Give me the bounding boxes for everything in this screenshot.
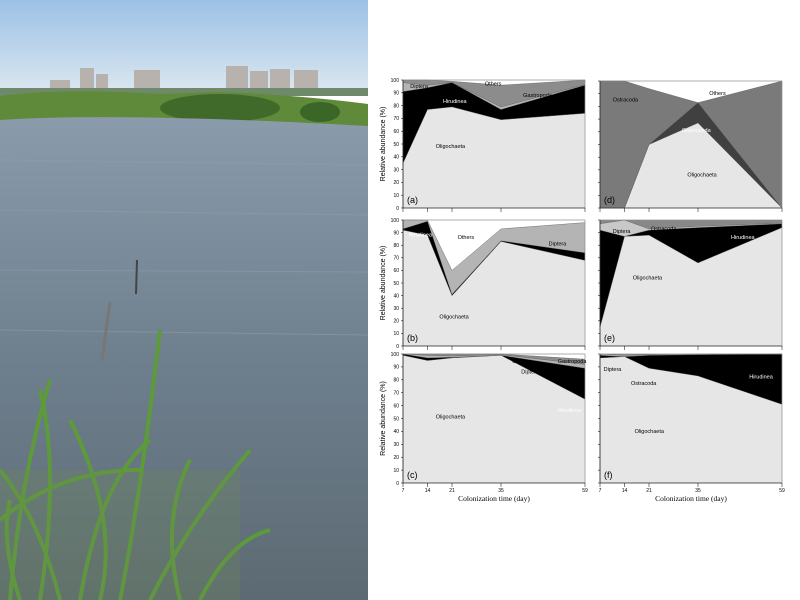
- y-tick-label: 100: [391, 78, 400, 84]
- series-label-hirudinea: Hirudinea: [408, 233, 432, 239]
- x-tick-label: 14: [622, 488, 628, 494]
- panel-e: (e) Oligochaeta Hirudinea Diptera Ostracoda: [598, 219, 783, 350]
- y-tick-label: 70: [393, 256, 399, 262]
- y-tick-label: 20: [393, 180, 399, 186]
- x-tick-label: 59: [582, 488, 588, 494]
- y-tick-label: 10: [393, 468, 399, 474]
- x-tick-label: 35: [498, 488, 504, 494]
- y-tick-label: 30: [393, 306, 399, 312]
- y-tick-label: 80: [393, 103, 399, 109]
- series-label-hirudinea: Hirudinea: [749, 375, 773, 381]
- y-tick-label: 0: [396, 206, 399, 212]
- series-label-oligochaeta: Oligochaeta: [436, 415, 466, 421]
- series-label-diptera: Diptera: [410, 84, 429, 90]
- y-tick-label: 10: [393, 331, 399, 337]
- pond-photo: [0, 0, 368, 600]
- y-tick-label: 50: [393, 281, 399, 287]
- y-tick-label: 60: [393, 268, 399, 274]
- series-label-hirudinea: Hirudinea: [558, 408, 582, 414]
- series-label-hirudinea: Hirudinea: [731, 235, 755, 241]
- series-label-oligochaeta: Oligochaeta: [436, 144, 466, 150]
- y-axis-title: Relative abundance (%): [380, 381, 387, 456]
- series-label-diptera: Diptera: [521, 369, 540, 375]
- y-tick-label: 90: [393, 230, 399, 236]
- series-label-oligochaeta: Oligochaeta: [687, 172, 717, 178]
- panel-a: 0 10 20 30 40 50 60 70 80 90 100 Relative abundance…: [380, 78, 586, 212]
- panel-label: (b): [407, 333, 418, 343]
- panel-b: 0 10 20 30 40 50 60 70 80 90 100 Relative abundance…: [380, 218, 586, 350]
- x-tick-label: 7: [402, 488, 405, 494]
- y-tick-label: 30: [393, 167, 399, 173]
- y-tick-label: 0: [396, 344, 399, 350]
- y-tick-label: 60: [393, 403, 399, 409]
- panel-d: (d) Oligochaeta Gastropoda Ostracoda Others: [598, 80, 783, 212]
- y-tick-label: 80: [393, 378, 399, 384]
- y-tick-label: 70: [393, 116, 399, 122]
- series-label-others: Others: [485, 81, 502, 87]
- y-tick-label: 40: [393, 429, 399, 435]
- x-tick-label: 59: [779, 488, 785, 494]
- series-label-others: Others: [458, 235, 475, 241]
- x-tick-label: 35: [695, 488, 701, 494]
- panel-c: 0 10 20 30 40 50 60 70 80 90 100 7 14 21 35 59 Relative …: [380, 352, 588, 503]
- x-tick-label: 7: [599, 488, 602, 494]
- y-tick-label: 20: [393, 455, 399, 461]
- series-label-hirudinea: Hirudinea: [443, 99, 467, 105]
- series-label-gastropoda: Gastropoda: [682, 128, 712, 134]
- y-tick-label: 50: [393, 142, 399, 148]
- y-axis-title: Relative abundance (%): [380, 246, 387, 321]
- panel-label: (e): [604, 333, 615, 343]
- x-tick-label: 21: [646, 488, 652, 494]
- series-label-diptera: Diptera: [604, 367, 623, 373]
- series-label-oligochaeta: Oligochaeta: [633, 275, 663, 281]
- series-label-oligochaeta: Oligochaeta: [439, 315, 469, 321]
- series-label-ostracoda: Ostracoda: [613, 98, 639, 104]
- y-tick-label: 40: [393, 155, 399, 161]
- series-label-gastropoda: Gastropoda: [558, 359, 588, 365]
- y-tick-label: 10: [393, 193, 399, 199]
- y-tick-label: 100: [391, 352, 400, 358]
- y-tick-label: 50: [393, 416, 399, 422]
- panel-label: (f): [604, 470, 613, 480]
- y-tick-label: 60: [393, 129, 399, 135]
- y-tick-label: 0: [396, 481, 399, 487]
- y-tick-label: 90: [393, 365, 399, 371]
- series-label-others: Others: [709, 91, 726, 97]
- y-axis-title: Relative abundance (%): [380, 107, 387, 182]
- series-label-oligochaeta: Oligochaeta: [635, 429, 665, 435]
- y-tick-label: 40: [393, 293, 399, 299]
- y-tick-label: 80: [393, 243, 399, 249]
- y-tick-label: 100: [391, 218, 400, 224]
- x-axis-title: Colonization time (day): [655, 494, 727, 503]
- area-oligochaeta: [402, 106, 586, 209]
- series-label-ostracoda: Ostracoda: [631, 381, 657, 387]
- series-label-ostracoda: Ostracoda: [651, 226, 677, 232]
- panel-label: (a): [407, 195, 418, 205]
- x-axis-title: Colonization time (day): [458, 494, 530, 503]
- y-tick-label: 20: [393, 319, 399, 325]
- skyline: [50, 66, 318, 92]
- y-tick-label: 30: [393, 442, 399, 448]
- series-label-diptera: Diptera: [549, 241, 568, 247]
- panel-label: (c): [407, 470, 418, 480]
- reeds: [0, 329, 271, 600]
- y-tick-label: 70: [393, 391, 399, 397]
- series-label-others: Others: [512, 359, 529, 365]
- series-label-diptera: Diptera: [613, 229, 632, 235]
- y-tick-label: 90: [393, 91, 399, 97]
- panel-f: 7 14 21 35 59 Colonization time (day) (f) Oligo…: [598, 353, 785, 503]
- panel-label: (d): [604, 195, 615, 205]
- series-label-gastropoda: Gastropoda: [523, 93, 553, 99]
- x-tick-label: 21: [449, 488, 455, 494]
- x-tick-label: 14: [425, 488, 431, 494]
